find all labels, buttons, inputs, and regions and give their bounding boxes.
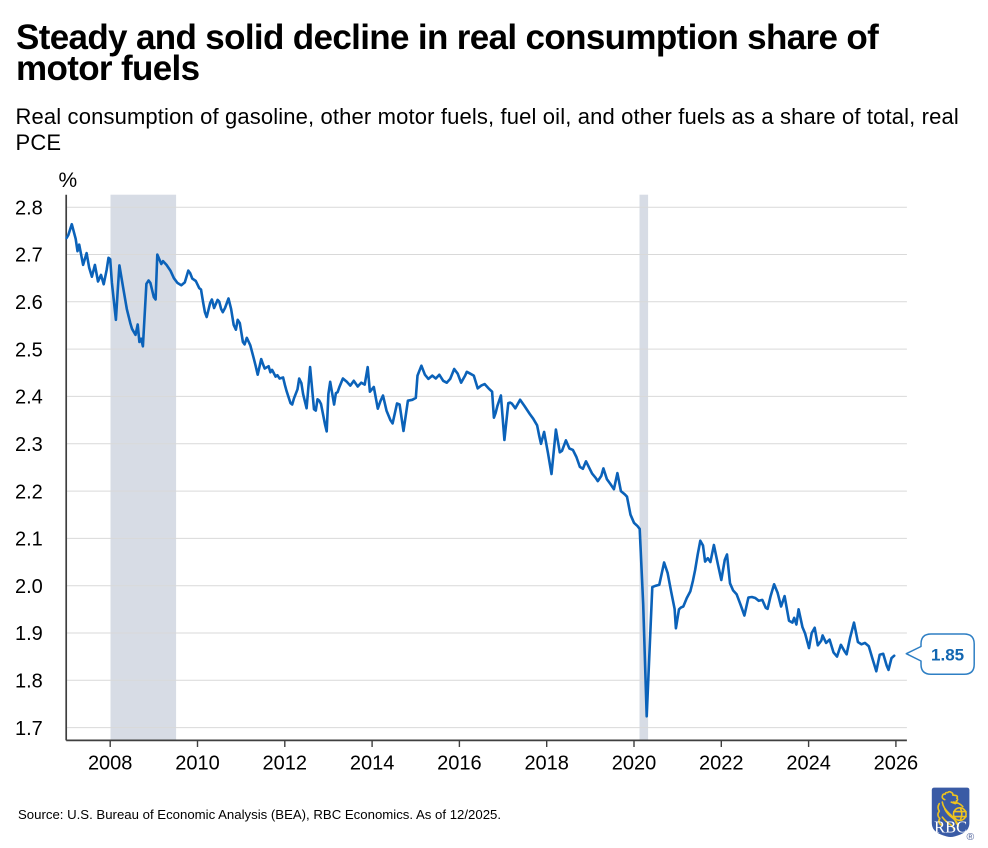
svg-text:®: ® (967, 831, 975, 843)
svg-text:RBC: RBC (934, 817, 967, 836)
svg-text:2012: 2012 (263, 753, 308, 775)
svg-text:%: % (59, 169, 78, 192)
svg-text:2024: 2024 (786, 753, 831, 775)
svg-text:2018: 2018 (524, 753, 569, 775)
svg-text:2.0: 2.0 (15, 576, 43, 598)
svg-text:2.7: 2.7 (15, 245, 43, 267)
svg-text:1.85: 1.85 (931, 646, 964, 665)
svg-text:2014: 2014 (350, 753, 395, 775)
svg-text:2016: 2016 (437, 753, 482, 775)
svg-text:2.3: 2.3 (15, 434, 43, 456)
svg-text:1.9: 1.9 (15, 623, 43, 645)
svg-text:1.7: 1.7 (15, 718, 43, 740)
svg-text:2026: 2026 (874, 753, 919, 775)
svg-text:2.2: 2.2 (15, 481, 43, 503)
svg-text:2022: 2022 (699, 753, 744, 775)
svg-text:2.6: 2.6 (15, 292, 43, 314)
svg-text:2.5: 2.5 (15, 339, 43, 361)
svg-text:2020: 2020 (612, 753, 657, 775)
svg-text:2010: 2010 (175, 753, 220, 775)
svg-text:2.4: 2.4 (15, 387, 43, 409)
svg-text:2.1: 2.1 (15, 529, 43, 551)
svg-text:2.8: 2.8 (15, 197, 43, 219)
svg-text:1.8: 1.8 (15, 671, 43, 693)
svg-text:2008: 2008 (88, 753, 133, 775)
